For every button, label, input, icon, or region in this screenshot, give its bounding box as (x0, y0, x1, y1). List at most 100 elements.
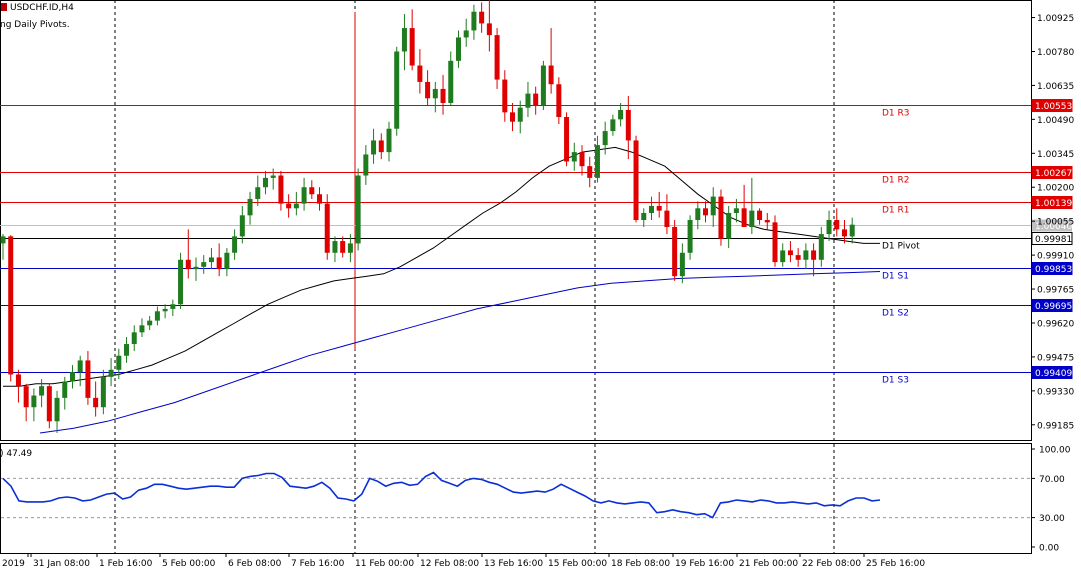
price-tag-text-4: 0.99853 (1035, 265, 1072, 275)
candle-body-18 (139, 325, 145, 333)
candle-body-5 (39, 386, 45, 396)
candle-body-68 (525, 93, 531, 108)
candle-body-11 (85, 360, 91, 398)
candle-body-77 (594, 145, 600, 178)
candle-body-48 (371, 140, 377, 155)
candle-body-19 (147, 320, 153, 326)
ma-slow-line (39, 271, 881, 434)
candle-body-99 (764, 220, 770, 223)
price-tick-label-10: 0.99475 (1037, 353, 1074, 363)
grid (0, 0, 1032, 554)
candle-body-97 (749, 210, 755, 228)
time-label-3: 5 Feb 00:00 (162, 559, 216, 569)
candle-body-28 (216, 257, 222, 270)
candle-body-92 (710, 196, 716, 216)
current-price-tag (1032, 219, 1072, 232)
candle-body-93 (718, 196, 724, 239)
candle-body-58 (448, 60, 454, 103)
time-label-12: 21 Feb 00:00 (739, 559, 798, 569)
candle-body-73 (564, 117, 570, 162)
candle-body-43 (332, 241, 338, 253)
candle-body-13 (100, 376, 106, 408)
candle-body-1 (8, 236, 14, 375)
candle-body-46 (355, 175, 361, 244)
time-label-14: 25 Feb 16:00 (866, 559, 925, 569)
price-tag-1 (1031, 166, 1073, 179)
candle-body-67 (517, 107, 523, 122)
pivot-label-0: D1 R3 (882, 109, 910, 119)
candle-body-27 (208, 257, 214, 263)
price-tick-label-1: 1.00780 (1037, 48, 1074, 58)
candle-body-44 (340, 241, 346, 253)
candle-body-104 (803, 250, 809, 260)
price-tick-label-0: 1.00925 (1037, 14, 1074, 24)
price-tick-label-2: 1.00635 (1037, 82, 1074, 92)
candle-body-106 (818, 234, 824, 260)
symbol-label: USDCHF.ID,H4 (0, 3, 74, 13)
candle-body-62 (479, 11, 485, 24)
candle-body-25 (193, 266, 199, 270)
ma-fast-line (3, 146, 880, 387)
candle-body-100 (772, 222, 778, 263)
price-tick-label-9: 0.99620 (1037, 319, 1074, 329)
candle-body-10 (77, 360, 83, 373)
candle-body-74 (571, 152, 577, 162)
price-tick-label-11: 0.99330 (1037, 387, 1074, 397)
candle-body-38 (293, 203, 299, 209)
candle-body-87 (672, 227, 678, 277)
time-label-5: 7 Feb 16:00 (291, 559, 345, 569)
candle-body-102 (787, 250, 793, 256)
candle-body-50 (386, 128, 392, 153)
candle-body-33 (255, 187, 261, 199)
candle-body-35 (270, 175, 276, 178)
candle-body-109 (841, 229, 847, 237)
candle-body-6 (46, 386, 52, 422)
candle-body-86 (664, 210, 670, 228)
candle-body-26 (201, 262, 207, 267)
candle-body-59 (455, 37, 461, 61)
price-tag-6 (1031, 366, 1073, 379)
time-label-11: 19 Feb 16:00 (675, 559, 734, 569)
price-axis: 1.00553 1.00267 1.00139 0.99981 0.99853 0.996… (1031, 14, 1074, 554)
candle-body-24 (185, 259, 191, 270)
time-axis: 2019 31 Jan 08:00 1 Feb 16:00 5 Feb 00:00 6 … (2, 553, 925, 569)
candle-body-76 (587, 166, 593, 178)
price-tag-text-0: 1.00553 (1035, 102, 1072, 112)
price-tick-label-12: 0.99185 (1037, 421, 1074, 431)
candle-body-61 (471, 11, 477, 31)
candle-body-8 (62, 381, 68, 398)
time-label-7: 12 Feb 08:00 (420, 559, 479, 569)
pivot-levels: D1 R3 D1 R2 D1 R1 D1 Pivot D1 S1 D1 S2 D1 S3 (0, 105, 1031, 386)
candle-body-30 (232, 236, 238, 253)
candle-body-85 (656, 205, 662, 211)
candle-body-3 (23, 386, 29, 408)
candle-body-71 (548, 65, 554, 85)
candle-body-17 (131, 332, 137, 345)
rsi-tick-label-0: 100.00 (1039, 446, 1071, 456)
time-label-10: 18 Feb 08:00 (611, 559, 670, 569)
candle-body-96 (741, 208, 747, 228)
candle-body-66 (510, 112, 516, 122)
candles (0, 0, 855, 433)
candle-body-40 (309, 187, 315, 195)
candle-body-95 (733, 208, 739, 213)
candle-body-45 (347, 243, 353, 253)
price-tag-0 (1031, 99, 1073, 112)
candle-body-88 (679, 252, 685, 277)
candle-body-82 (633, 140, 639, 220)
candle-body-42 (324, 203, 330, 253)
candle-body-41 (317, 194, 323, 204)
candle-body-69 (533, 93, 539, 106)
rsi-tick-label-2: 30.00 (1039, 514, 1065, 524)
pivot-label-2: D1 R1 (882, 206, 910, 216)
candle-body-56 (432, 88, 438, 99)
candle-body-52 (401, 28, 407, 52)
candle-body-79 (610, 119, 616, 132)
candle-body-80 (618, 110, 624, 120)
time-label-2: 1 Feb 16:00 (99, 559, 153, 569)
candle-body-108 (834, 220, 840, 230)
current-price-text: 1.00040 (1035, 222, 1072, 232)
candle-body-105 (811, 250, 817, 260)
rsi-line (2, 471, 881, 519)
